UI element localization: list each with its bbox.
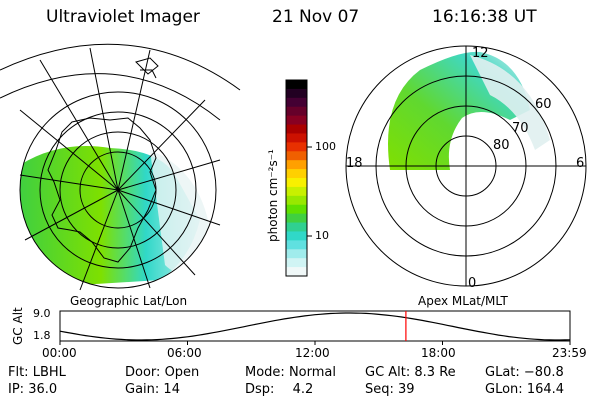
colorbar-swatch — [286, 88, 307, 99]
xtick-2359: 23:59 — [552, 346, 587, 360]
continent-outline — [47, 117, 157, 263]
right-panel-caption: Apex MLat/MLT — [418, 294, 508, 308]
colorbar-swatch — [286, 169, 307, 179]
time-label: 16:16:38 UT — [432, 7, 537, 27]
mlt-label-18: 18 — [346, 156, 363, 171]
xtick-0000: 00:00 — [42, 346, 77, 360]
status-mode: Mode: Normal — [245, 365, 336, 380]
xtick-1200: 12:00 — [295, 346, 330, 360]
altitude-curve — [59, 312, 571, 341]
colorbar-swatch — [286, 106, 307, 117]
status-gain: Gain: 14 — [125, 382, 180, 397]
altitude-ylabel: GC Alt — [11, 307, 25, 345]
colorbar-swatch — [286, 142, 307, 152]
colorbar — [285, 79, 312, 277]
colorbar-swatch — [286, 115, 307, 126]
date-label: 21 Nov 07 — [272, 7, 360, 27]
status-glat: GLat: −80.8 — [485, 365, 564, 380]
colorbar-swatch — [286, 178, 307, 188]
colorbar-swatch — [286, 124, 307, 135]
mlt-label-6: 6 — [576, 156, 585, 171]
lat-label-60: 60 — [535, 97, 552, 112]
colorbar-swatch — [286, 186, 307, 197]
lat-label-80: 80 — [493, 138, 510, 153]
colorbar-swatch — [286, 240, 307, 250]
left-panel-caption: Geographic Lat/Lon — [70, 294, 188, 308]
status-dsp: Dsp: 4.2 — [245, 382, 314, 397]
colorbar-swatch — [286, 222, 307, 233]
colorbar-swatch — [286, 97, 307, 108]
colorbar-swatch — [286, 213, 307, 224]
colorbar-swatch — [286, 231, 307, 241]
colorbar-swatch — [286, 267, 307, 277]
colorbar-swatch — [286, 249, 307, 259]
colorbar-swatch — [286, 160, 307, 170]
status-ip: IP: 36.0 — [8, 382, 58, 397]
colorbar-swatch — [286, 151, 307, 161]
altitude-plot — [59, 310, 571, 345]
status-gc-alt: GC Alt: 8.3 Re — [365, 365, 456, 380]
altitude-ytick-low: 1.8 — [33, 329, 51, 342]
colorbar-swatch — [286, 80, 307, 90]
colorbar-swatch — [286, 195, 307, 206]
xtick-0600: 06:00 — [167, 346, 202, 360]
colorbar-swatch — [286, 204, 307, 215]
status-glon: GLon: 164.4 — [485, 382, 565, 397]
magnetic-polar-plot — [345, 45, 587, 287]
altitude-ytick-high: 9.0 — [33, 307, 51, 320]
geographic-map — [0, 43, 241, 291]
colorbar-swatch — [286, 133, 307, 143]
colorbar-tick-100: 100 — [315, 140, 336, 153]
colorbar-tick-10: 10 — [315, 229, 329, 242]
status-seq: Seq: 39 — [365, 382, 415, 397]
colorbar-unit-label: photon cm⁻²s⁻¹ — [266, 149, 280, 242]
mlt-label-0: 0 — [468, 276, 477, 291]
status-flt: Flt: LBHL — [8, 365, 66, 380]
instrument-title: Ultraviolet Imager — [46, 7, 200, 27]
mlt-label-12: 12 — [472, 46, 489, 61]
status-door: Door: Open — [125, 365, 200, 380]
lat-label-70: 70 — [512, 121, 529, 136]
xtick-1800: 18:00 — [421, 346, 456, 360]
colorbar-swatch — [286, 258, 307, 268]
